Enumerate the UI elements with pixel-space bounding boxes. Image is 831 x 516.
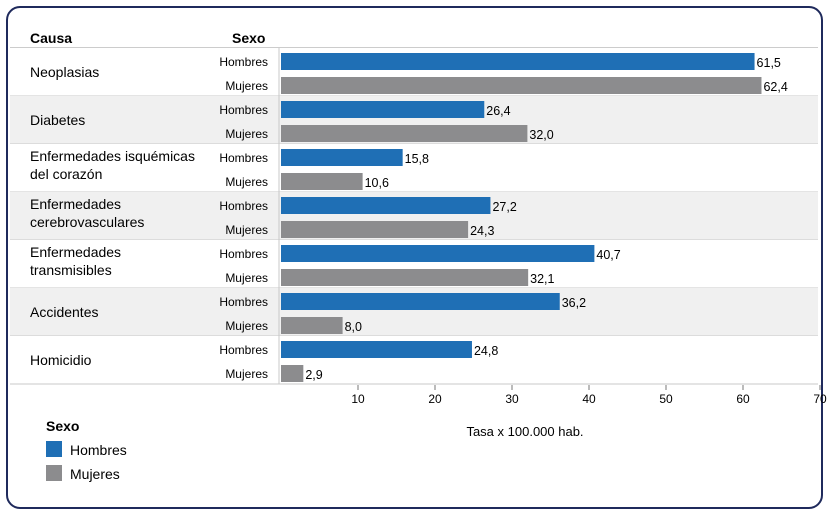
cause-label: Diabetes	[30, 112, 85, 128]
value-label: 32,0	[529, 128, 553, 142]
value-label: 62,4	[763, 80, 787, 94]
x-tick-label: 30	[505, 392, 519, 406]
sex-label: Hombres	[219, 199, 268, 213]
header-sex: Sexo	[232, 30, 265, 46]
sex-label: Mujeres	[225, 127, 268, 141]
bar-mujeres	[281, 269, 529, 286]
cause-label: cerebrovasculares	[30, 214, 144, 230]
value-label: 15,8	[405, 152, 429, 166]
cause-label: Enfermedades	[30, 196, 121, 212]
bar-mujeres	[281, 365, 304, 382]
bar-hombres	[281, 101, 485, 118]
bar-hombres	[281, 53, 755, 70]
cause-label: Neoplasias	[30, 64, 99, 80]
bar-hombres	[281, 149, 403, 166]
legend-swatch-hombres	[46, 441, 62, 457]
bar-mujeres	[281, 173, 363, 190]
cause-label: Enfermedades isquémicas	[30, 148, 195, 164]
sex-label: Mujeres	[225, 271, 268, 285]
value-label: 8,0	[345, 320, 362, 334]
legend-label-hombres: Hombres	[70, 442, 127, 458]
sex-label: Hombres	[219, 151, 268, 165]
bar-hombres	[281, 197, 491, 214]
cause-label: Enfermedades	[30, 244, 121, 260]
x-tick-label: 20	[428, 392, 442, 406]
sex-label: Hombres	[219, 247, 268, 261]
sex-label: Mujeres	[225, 223, 268, 237]
x-tick-label: 10	[351, 392, 365, 406]
legend-title: Sexo	[46, 418, 79, 434]
header-cause: Causa	[30, 30, 72, 46]
x-tick-label: 70	[813, 392, 827, 406]
sex-label: Hombres	[219, 343, 268, 357]
value-label: 40,7	[596, 248, 620, 262]
value-label: 61,5	[757, 56, 781, 70]
x-axis-title: Tasa x 100.000 hab.	[466, 424, 583, 439]
value-label: 10,6	[365, 176, 389, 190]
cause-label: del corazón	[30, 166, 102, 182]
sex-label: Hombres	[219, 295, 268, 309]
cause-label: Accidentes	[30, 304, 98, 320]
sex-label: Mujeres	[225, 319, 268, 333]
value-label: 32,1	[530, 272, 554, 286]
x-tick-label: 60	[736, 392, 750, 406]
x-tick-label: 40	[582, 392, 596, 406]
row-band	[10, 144, 818, 192]
bar-mujeres	[281, 77, 762, 94]
value-label: 24,3	[470, 224, 494, 238]
cause-label: transmisibles	[30, 262, 112, 278]
value-label: 2,9	[305, 368, 322, 382]
legend-swatch-mujeres	[46, 465, 62, 481]
bar-mujeres	[281, 221, 469, 238]
value-label: 27,2	[492, 200, 516, 214]
bar-hombres	[281, 341, 472, 358]
bar-hombres	[281, 293, 560, 310]
value-label: 24,8	[474, 344, 498, 358]
value-label: 36,2	[562, 296, 586, 310]
bar-hombres	[281, 245, 595, 262]
bar-mujeres	[281, 317, 343, 334]
sex-label: Mujeres	[225, 367, 268, 381]
sex-label: Mujeres	[225, 79, 268, 93]
x-tick-label: 50	[659, 392, 673, 406]
bar-mujeres	[281, 125, 528, 142]
sex-label: Hombres	[219, 55, 268, 69]
sex-label: Mujeres	[225, 175, 268, 189]
cause-label: Homicidio	[30, 352, 92, 368]
sex-label: Hombres	[219, 103, 268, 117]
legend-label-mujeres: Mujeres	[70, 466, 120, 482]
value-label: 26,4	[486, 104, 510, 118]
